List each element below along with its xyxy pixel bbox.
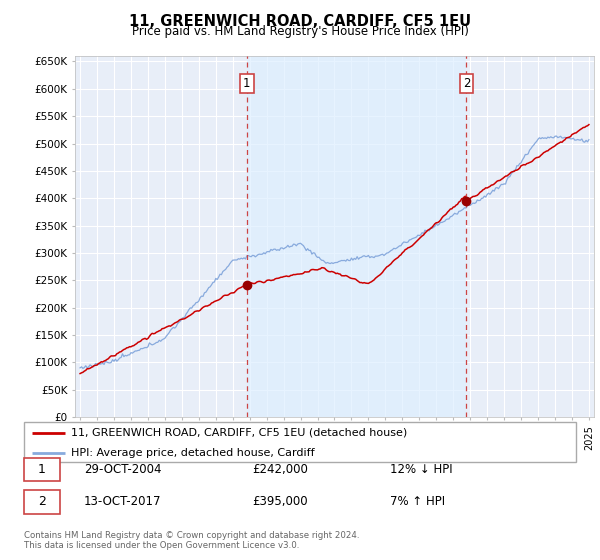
Text: 12% ↓ HPI: 12% ↓ HPI [390, 463, 452, 476]
Text: 2: 2 [38, 496, 46, 508]
Text: £242,000: £242,000 [252, 463, 308, 476]
Text: 1: 1 [38, 463, 46, 476]
Text: 2: 2 [463, 77, 470, 90]
Text: HPI: Average price, detached house, Cardiff: HPI: Average price, detached house, Card… [71, 448, 314, 458]
Text: 1: 1 [243, 77, 251, 90]
Text: 11, GREENWICH ROAD, CARDIFF, CF5 1EU (detached house): 11, GREENWICH ROAD, CARDIFF, CF5 1EU (de… [71, 428, 407, 438]
Text: Contains HM Land Registry data © Crown copyright and database right 2024.
This d: Contains HM Land Registry data © Crown c… [24, 530, 359, 550]
Text: Price paid vs. HM Land Registry's House Price Index (HPI): Price paid vs. HM Land Registry's House … [131, 25, 469, 38]
Text: 11, GREENWICH ROAD, CARDIFF, CF5 1EU: 11, GREENWICH ROAD, CARDIFF, CF5 1EU [129, 14, 471, 29]
FancyBboxPatch shape [24, 458, 60, 481]
FancyBboxPatch shape [24, 490, 60, 514]
FancyBboxPatch shape [24, 422, 576, 462]
Text: 7% ↑ HPI: 7% ↑ HPI [390, 496, 445, 508]
Text: £395,000: £395,000 [252, 496, 308, 508]
Text: 13-OCT-2017: 13-OCT-2017 [84, 496, 161, 508]
Bar [247, 56, 466, 417]
Text: 29-OCT-2004: 29-OCT-2004 [84, 463, 161, 476]
